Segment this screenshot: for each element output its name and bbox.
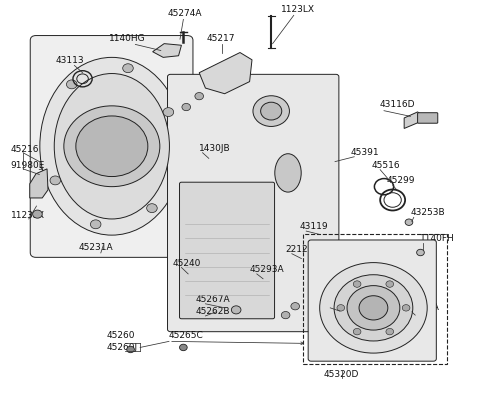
Circle shape (281, 311, 290, 319)
Polygon shape (199, 53, 252, 94)
Text: 45231A: 45231A (79, 244, 113, 252)
Text: 43113: 43113 (55, 56, 84, 65)
Circle shape (353, 281, 361, 287)
Text: 45299: 45299 (386, 176, 415, 185)
Text: 45391: 45391 (350, 148, 379, 157)
Text: 1140HG: 1140HG (109, 34, 145, 43)
Polygon shape (153, 44, 181, 57)
Circle shape (64, 106, 160, 187)
Text: 1123LX: 1123LX (11, 211, 45, 220)
Text: 43116D: 43116D (379, 100, 415, 109)
Text: 22121: 22121 (286, 245, 314, 254)
FancyBboxPatch shape (180, 182, 275, 319)
Bar (303, 234, 447, 364)
Circle shape (123, 64, 133, 73)
Text: 1140FH: 1140FH (420, 234, 455, 243)
Circle shape (50, 176, 60, 185)
Text: 1601DA: 1601DA (404, 303, 440, 312)
Circle shape (386, 328, 394, 335)
Ellipse shape (275, 154, 301, 192)
Text: 45265C: 45265C (169, 331, 204, 340)
Circle shape (291, 303, 300, 310)
Text: 45516: 45516 (372, 162, 401, 170)
Circle shape (66, 80, 77, 89)
Text: 1601DF: 1601DF (313, 339, 348, 348)
Circle shape (76, 116, 148, 177)
FancyBboxPatch shape (418, 113, 438, 123)
FancyBboxPatch shape (30, 36, 193, 257)
Circle shape (359, 296, 388, 320)
Text: 45293A: 45293A (250, 265, 284, 274)
FancyBboxPatch shape (308, 240, 436, 361)
Circle shape (180, 344, 187, 351)
Text: 43253B: 43253B (410, 208, 445, 217)
Text: 45320D: 45320D (323, 370, 359, 379)
Circle shape (405, 219, 413, 225)
Circle shape (347, 286, 400, 330)
Text: 45240: 45240 (173, 259, 201, 268)
Circle shape (337, 305, 345, 311)
Text: 45322: 45322 (351, 339, 380, 348)
Circle shape (417, 249, 424, 256)
Circle shape (163, 107, 174, 116)
Ellipse shape (40, 57, 184, 235)
Text: 45216: 45216 (11, 145, 39, 154)
Circle shape (182, 103, 191, 111)
Circle shape (353, 328, 361, 335)
Circle shape (127, 346, 134, 353)
Ellipse shape (54, 74, 169, 219)
Text: 1430JB: 1430JB (199, 144, 231, 153)
Text: 45267A: 45267A (196, 295, 230, 304)
Circle shape (334, 275, 413, 341)
Circle shape (261, 102, 282, 120)
Circle shape (253, 96, 289, 126)
Circle shape (386, 281, 394, 287)
Text: 45260: 45260 (107, 331, 135, 340)
Text: 45260J: 45260J (107, 343, 138, 352)
Text: 1123LX: 1123LX (281, 5, 314, 14)
Circle shape (90, 220, 101, 229)
Circle shape (195, 93, 204, 100)
Text: 91980E: 91980E (11, 162, 45, 170)
Polygon shape (30, 169, 48, 198)
Text: 45262B: 45262B (196, 307, 230, 316)
Circle shape (33, 210, 42, 218)
FancyBboxPatch shape (168, 74, 339, 332)
Text: 43119: 43119 (300, 222, 329, 231)
Circle shape (147, 204, 157, 213)
Circle shape (320, 263, 427, 353)
Polygon shape (404, 112, 424, 128)
Text: 45332C: 45332C (321, 299, 355, 308)
Text: 45217: 45217 (206, 34, 235, 43)
Circle shape (231, 306, 241, 314)
Text: 45274A: 45274A (168, 9, 202, 18)
Circle shape (402, 305, 410, 311)
